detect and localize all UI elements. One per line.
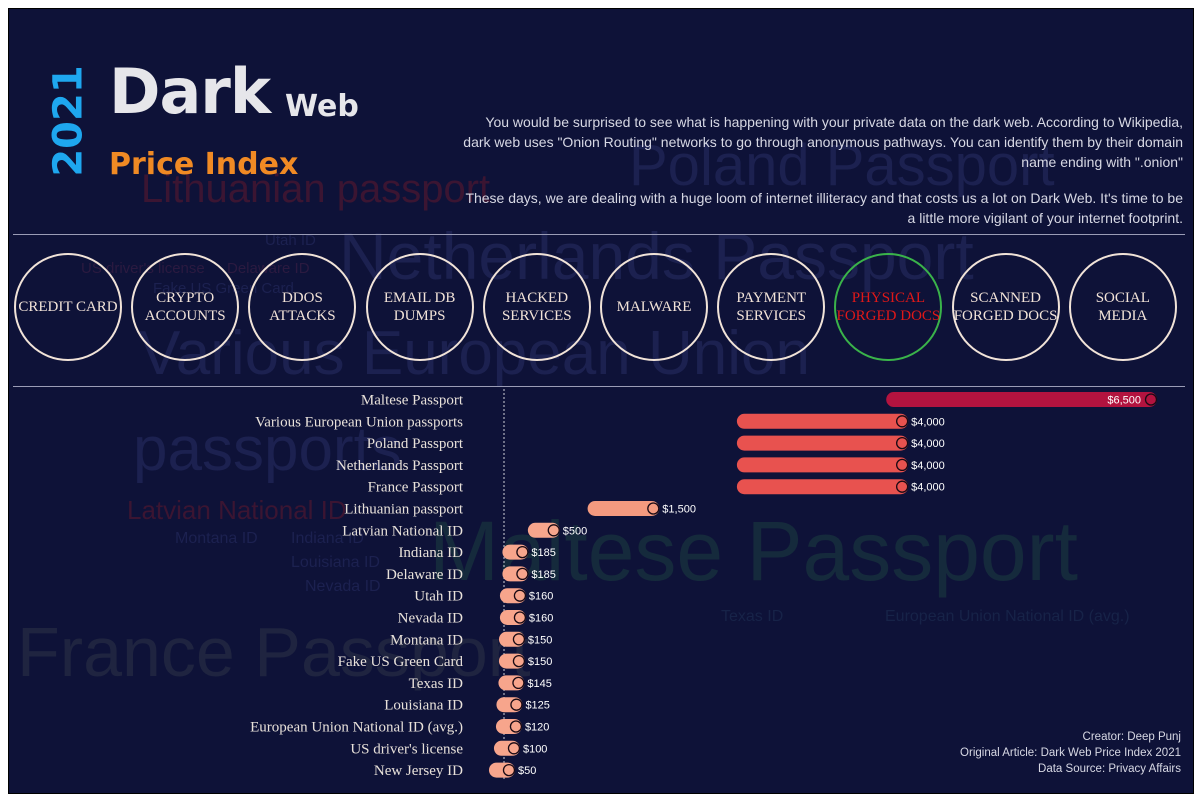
category-tick-label: Delaware ID — [386, 567, 463, 583]
category-tick-label: Poland Passport — [367, 436, 464, 452]
category-label: EMAIL DB DUMPS — [383, 290, 456, 324]
divider-top — [13, 234, 1185, 235]
category-tick-label: Indiana ID — [398, 545, 463, 561]
category-tick-label: US driver's license — [350, 741, 463, 757]
intro-paragraph-2: These days, we are dealing with a huge l… — [465, 190, 1183, 226]
price-point[interactable] — [896, 436, 909, 450]
credit-creator: Creator: Deep Punj — [1082, 731, 1181, 743]
price-point[interactable] — [516, 567, 529, 581]
price-point[interactable] — [502, 763, 516, 777]
category-credit-card[interactable]: CREDIT CARD — [14, 253, 122, 361]
price-data-label: $185 — [531, 547, 555, 559]
category-crypto-accounts[interactable]: CRYPTO ACCOUNTS — [131, 253, 240, 361]
title-price-index: Price Index — [109, 147, 299, 182]
category-payment-services[interactable]: PAYMENT SERVICES — [717, 253, 826, 361]
price-data-label: $100 — [523, 743, 547, 755]
price-data-label: $150 — [528, 634, 552, 646]
price-point[interactable] — [896, 415, 909, 428]
category-tick-label: Netherlands Passport — [336, 458, 464, 474]
price-data-label: $150 — [528, 656, 552, 668]
price-bar[interactable] — [587, 501, 660, 516]
category-label: MALWARE — [616, 299, 692, 315]
category-tick-label: Fake US Green Card — [338, 654, 464, 670]
category-tick-label: Nevada ID — [398, 611, 464, 627]
price-bar-chart: Maltese Passport $6,500 Various European U… — [250, 389, 1158, 779]
category-email-db-dumps[interactable]: EMAIL DB DUMPS — [365, 253, 474, 361]
credit-source: Data Source: Privacy Affairs — [1038, 763, 1181, 775]
category-label: CREDIT CARD — [18, 299, 118, 315]
price-point[interactable] — [507, 742, 521, 755]
intro-paragraph-1: You would be surprised to see what is ha… — [463, 114, 1183, 170]
price-data-label: $185 — [531, 569, 555, 581]
category-tick-label: Lithuanian passport — [344, 502, 464, 518]
category-social-media[interactable]: SOCIAL MEDIA — [1068, 253, 1177, 361]
category-tick-label: New Jersey ID — [374, 763, 463, 779]
price-data-label: $4,000 — [911, 482, 945, 494]
category-label: CRYPTO ACCOUNTS — [144, 290, 226, 324]
price-point[interactable] — [512, 633, 526, 646]
credit-article: Original Article: Dark Web Price Index 2… — [960, 747, 1181, 759]
price-data-label: $160 — [529, 591, 553, 603]
price-point[interactable] — [510, 698, 523, 711]
category-physical-forged-docs[interactable]: PHYSICAL FORGED DOCS — [834, 253, 943, 361]
price-point[interactable] — [896, 480, 909, 493]
price-point[interactable] — [647, 502, 660, 515]
category-ddos-attacks[interactable]: DDOS ATTACKS — [248, 253, 357, 361]
category-tick-label: Montana ID — [390, 632, 463, 648]
price-bar[interactable] — [736, 479, 909, 495]
category-tick-label: Louisiana ID — [384, 698, 463, 714]
price-point[interactable] — [516, 545, 529, 559]
category-tick-label: Texas ID — [409, 676, 464, 692]
price-point[interactable] — [513, 589, 527, 602]
category-tick-label: Maltese Passport — [361, 393, 464, 409]
divider-bottom — [13, 386, 1185, 387]
credits: Creator: Deep Punj Original Article: Dar… — [960, 729, 1181, 777]
category-tick-label: France Passport — [368, 480, 464, 496]
category-tick-label: European Union National ID (avg.) — [250, 720, 463, 736]
price-data-label: $4,000 — [911, 416, 945, 428]
price-data-label: $4,000 — [911, 460, 945, 472]
price-point[interactable] — [512, 654, 526, 668]
price-data-label: $145 — [527, 678, 551, 690]
price-point[interactable] — [1144, 393, 1158, 406]
category-label: HACKED SERVICES — [501, 290, 572, 324]
intro-text: You would be surprised to see what is ha… — [463, 112, 1183, 244]
dashboard-frame: Poland Passport Lithuanian passport Nether… — [8, 8, 1194, 794]
price-point[interactable] — [513, 611, 527, 624]
category-label: PAYMENT SERVICES — [736, 290, 807, 324]
category-label: SCANNED FORGED DOCS — [953, 290, 1058, 324]
price-point[interactable] — [896, 458, 909, 472]
category-tick-label: Latvian National ID — [342, 523, 463, 539]
price-bar[interactable] — [736, 435, 909, 451]
category-hacked-services[interactable]: HACKED SERVICES — [482, 253, 591, 361]
price-data-label: $6,500 — [1107, 395, 1141, 407]
price-data-label: $1,500 — [662, 504, 696, 516]
title-dark: Dark — [109, 55, 271, 128]
price-data-label: $120 — [525, 722, 549, 734]
price-point[interactable] — [509, 720, 523, 733]
category-tick-label: Various European Union passports — [255, 414, 463, 430]
price-data-label: $50 — [518, 765, 536, 777]
title-web: Web — [285, 89, 359, 124]
price-bar[interactable] — [886, 392, 1157, 407]
price-data-label: $4,000 — [911, 438, 945, 450]
price-bar[interactable] — [736, 413, 909, 429]
price-point[interactable] — [512, 676, 525, 690]
category-label: SOCIAL MEDIA — [1095, 290, 1150, 324]
price-data-label: $125 — [525, 700, 549, 712]
category-label: DDOS ATTACKS — [269, 290, 336, 324]
price-bar[interactable] — [736, 457, 909, 473]
category-tick-label: Utah ID — [414, 589, 463, 605]
category-label: PHYSICAL FORGED DOCS — [836, 290, 941, 324]
price-data-label: $500 — [563, 525, 587, 537]
category-filter: CREDIT CARD CRYPTO ACCOUNTS DDOS ATTACKS EM… — [14, 253, 1190, 369]
price-data-label: $160 — [529, 613, 553, 625]
price-point[interactable] — [547, 524, 560, 537]
category-malware[interactable]: MALWARE — [600, 253, 708, 361]
category-scanned-forged-docs[interactable]: SCANNED FORGED DOCS — [951, 253, 1060, 361]
